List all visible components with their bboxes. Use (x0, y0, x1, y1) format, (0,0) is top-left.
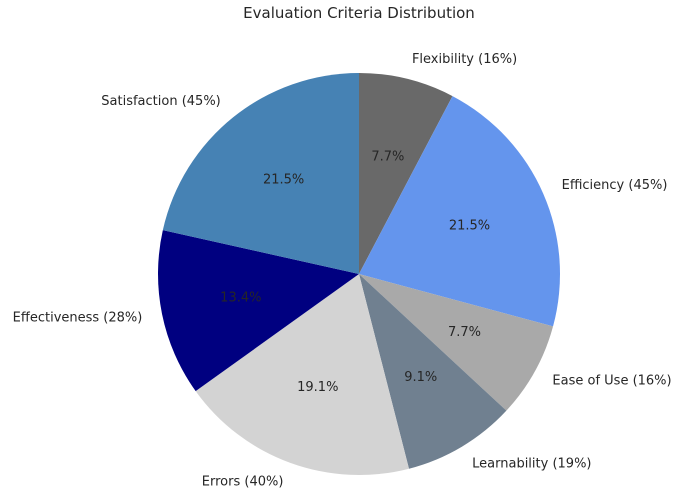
pie-slice-efficiency (359, 96, 560, 327)
pie-slice-effectiveness (157, 230, 359, 392)
slice-label-satisfaction: Satisfaction (45%) (101, 94, 220, 109)
pie-slice-flexibility (359, 73, 453, 274)
chart-title: Evaluation Criteria Distribution (243, 4, 475, 22)
slice-percent-effectiveness: 13.4% (220, 291, 261, 306)
pie-slice-ease-of-use (359, 274, 554, 411)
slice-percent-efficiency: 21.5% (449, 218, 490, 233)
pie-slice-learnability (359, 274, 507, 469)
slice-percent-flexibility: 7.7% (371, 149, 404, 164)
slice-label-effectiveness: Effectiveness (28%) (13, 311, 143, 326)
pie-slice-errors (195, 274, 409, 476)
slice-label-efficiency: Efficiency (45%) (562, 178, 668, 193)
slice-label-ease-of-use: Ease of Use (16%) (552, 374, 671, 389)
pie-slices (157, 73, 560, 476)
slice-percent-satisfaction: 21.5% (263, 172, 304, 187)
slice-label-errors: Errors (40%) (202, 474, 284, 489)
pie-labels: 7.7% Flexibility (16%) 21.5% Efficiency (45… (13, 52, 672, 489)
slice-percent-learnability: 9.1% (404, 370, 437, 385)
pie-slice-satisfaction (162, 73, 359, 274)
slice-label-learnability: Learnability (19%) (472, 456, 591, 471)
slice-percent-errors: 19.1% (297, 380, 338, 395)
slice-percent-ease-of-use: 7.7% (448, 325, 481, 340)
slice-label-flexibility: Flexibility (16%) (412, 52, 517, 67)
